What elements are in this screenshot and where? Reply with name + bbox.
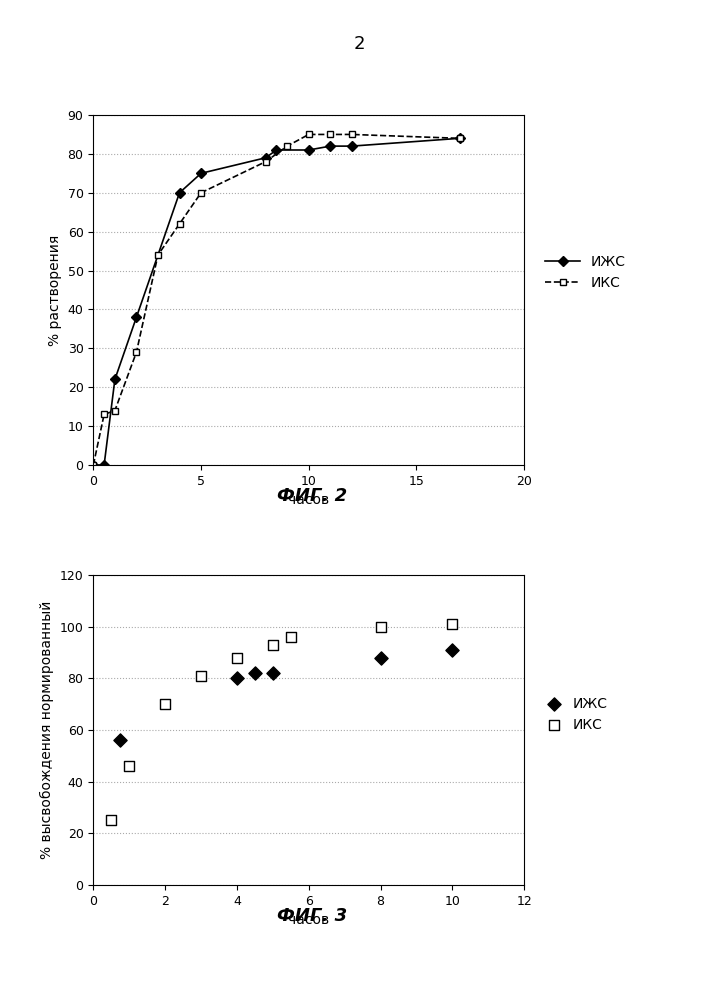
Text: ФИГ. 2: ФИГ. 2 (277, 487, 348, 505)
ИЖС (111, 373, 119, 385)
ИКС (159, 696, 171, 712)
Line: ИКС: ИКС (90, 131, 463, 468)
ИЖС (304, 144, 313, 156)
ИЖС (326, 140, 335, 152)
ИЖС (267, 665, 279, 681)
ИКС (447, 616, 458, 632)
Legend: ИЖС, ИКС: ИЖС, ИКС (540, 249, 632, 296)
ИКС (455, 132, 464, 144)
ИКС (375, 619, 386, 635)
ИЖС (89, 459, 98, 471)
ИКС (111, 405, 119, 417)
ИЖС (100, 459, 108, 471)
ИЖС (272, 144, 281, 156)
ИКС (231, 650, 243, 666)
ИКС (89, 459, 98, 471)
ИКС (197, 187, 205, 199)
ИКС (304, 128, 313, 140)
ИЖС (249, 665, 261, 681)
Line: ИЖС: ИЖС (90, 135, 463, 468)
ИЖС (175, 187, 184, 199)
ИКС (123, 758, 135, 774)
Y-axis label: % растворения: % растворения (48, 234, 62, 346)
ИКС (175, 218, 184, 230)
ИЖС (447, 642, 458, 658)
ИКС (285, 629, 297, 645)
ИЖС (132, 311, 141, 323)
ИКС (326, 128, 335, 140)
ИКС (348, 128, 356, 140)
ИЖС (115, 732, 126, 748)
ИКС (261, 156, 270, 168)
X-axis label: часов: часов (288, 493, 330, 507)
ИКС (100, 408, 108, 420)
ИКС (195, 668, 207, 684)
X-axis label: часов: часов (288, 913, 330, 927)
ИКС (154, 249, 162, 261)
ИКС (106, 812, 117, 828)
ИЖС (455, 132, 464, 144)
ИЖС (375, 650, 386, 666)
ИКС (283, 140, 292, 152)
Text: 2: 2 (353, 35, 365, 53)
ИКС (132, 346, 141, 358)
ИЖС (197, 167, 205, 179)
ИКС (267, 637, 279, 653)
ИЖС (261, 152, 270, 164)
Text: ФИГ. 3: ФИГ. 3 (277, 907, 348, 925)
ИЖС (231, 670, 243, 686)
ИЖС (348, 140, 356, 152)
Legend: ИЖС, ИКС: ИЖС, ИКС (540, 691, 614, 738)
Y-axis label: % высвобождения нормированный: % высвобождения нормированный (40, 601, 54, 859)
